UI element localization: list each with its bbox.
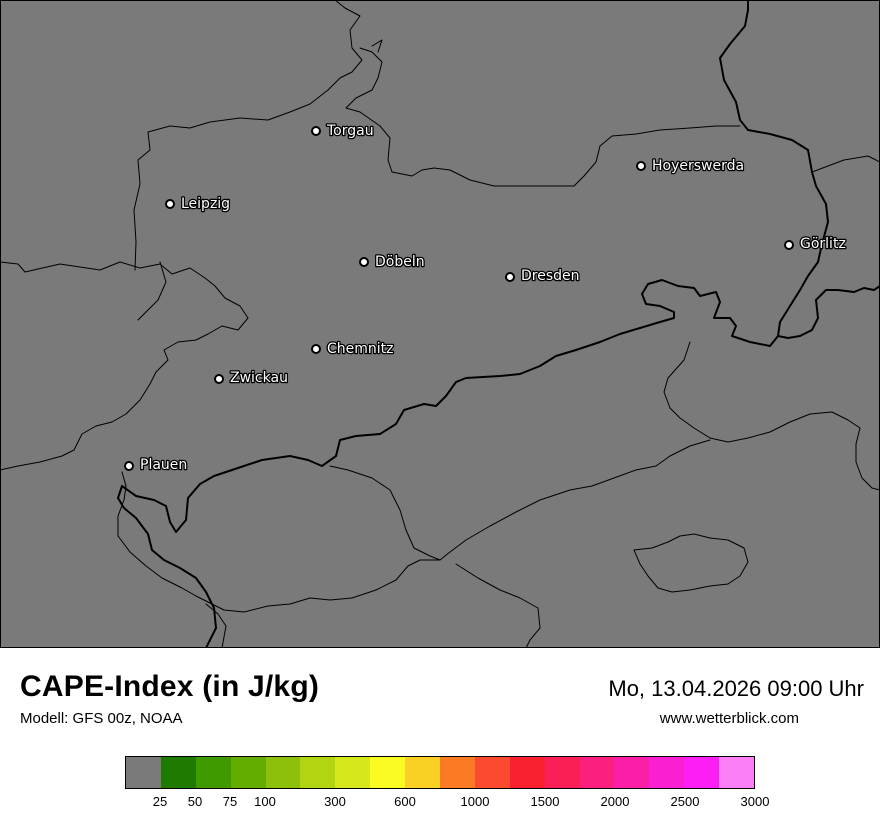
legend-tick: 300 — [324, 794, 346, 809]
legend-tick: 600 — [394, 794, 416, 809]
city-dot — [505, 272, 515, 282]
legend-color-segment — [474, 757, 510, 788]
legend-tick: 2500 — [670, 794, 700, 809]
city-marker[interactable]: Görlitz — [784, 235, 847, 253]
city-label: Chemnitz — [327, 341, 394, 357]
national-border — [121, 0, 829, 533]
city-label: Zwickau — [230, 370, 288, 386]
admin-border — [137, 261, 167, 321]
legend-color-segment — [126, 757, 161, 788]
borders — [0, 0, 880, 648]
legend-color-segment — [649, 757, 685, 788]
color-legend — [125, 756, 755, 789]
admin-border — [133, 0, 363, 271]
legend-tick: 3000 — [740, 794, 770, 809]
admin-border — [205, 603, 227, 648]
city-label: Torgau — [326, 123, 374, 139]
legend-color-segment — [509, 757, 545, 788]
forecast-datetime: Mo, 13.04.2026 09:00 Uhr — [608, 676, 864, 701]
website-link[interactable]: www.wetterblick.com — [659, 710, 799, 727]
legend-color-segment — [684, 757, 720, 788]
city-label: Plauen — [140, 457, 187, 473]
city-label: Leipzig — [181, 196, 230, 212]
admin-border — [663, 341, 880, 491]
map-background — [0, 0, 880, 648]
legend-color-segment — [335, 757, 371, 788]
city-label: Dresden — [521, 268, 580, 284]
admin-border — [811, 155, 880, 173]
map: Torgau Hoyerswerda Leipzig Görlitz Döbel… — [0, 0, 880, 648]
legend-tick: 100 — [254, 794, 276, 809]
map-title: CAPE-Index (in J/kg) — [20, 670, 320, 703]
legend-color-segment — [719, 757, 755, 788]
legend-tick: 1000 — [460, 794, 490, 809]
admin-border — [117, 471, 441, 613]
legend-color-segment — [614, 757, 650, 788]
model-info: Modell: GFS 00z, NOAA — [20, 710, 183, 727]
city-marker[interactable]: Torgau — [311, 122, 375, 140]
city-dot — [165, 199, 175, 209]
legend-color-segment — [544, 757, 580, 788]
city-marker[interactable]: Dresden — [505, 267, 581, 285]
legend-color-segment — [370, 757, 406, 788]
city-dot — [359, 257, 369, 267]
city-marker[interactable]: Chemnitz — [311, 340, 395, 358]
legend-tick: 75 — [222, 794, 238, 809]
admin-border — [633, 533, 749, 593]
admin-border — [345, 47, 741, 187]
admin-border — [329, 439, 711, 561]
city-marker[interactable]: Döbeln — [359, 253, 426, 271]
color-legend-ticks: 25 50 75 100 300 600 1000 1500 2000 2500… — [0, 794, 880, 814]
admin-border — [0, 261, 249, 471]
national-border — [777, 299, 819, 339]
city-dot — [311, 126, 321, 136]
city-dot — [214, 374, 224, 384]
legend-tick: 1500 — [530, 794, 560, 809]
city-dot — [784, 240, 794, 250]
legend-color-segment — [160, 757, 196, 788]
legend-tick: 2000 — [600, 794, 630, 809]
national-border — [117, 485, 217, 648]
city-dot — [636, 161, 646, 171]
city-marker[interactable]: Leipzig — [165, 195, 231, 213]
legend-color-segment — [405, 757, 441, 788]
city-dot — [124, 461, 134, 471]
city-marker[interactable]: Hoyerswerda — [636, 157, 745, 175]
legend-color-segment — [195, 757, 231, 788]
map-footer: CAPE-Index (in J/kg) Modell: GFS 00z, NO… — [0, 648, 880, 830]
city-label: Görlitz — [800, 236, 846, 252]
city-dot — [311, 344, 321, 354]
admin-border — [371, 39, 383, 53]
legend-color-segment — [230, 757, 266, 788]
city-label: Hoyerswerda — [652, 158, 744, 174]
national-border — [815, 285, 880, 301]
admin-border — [455, 563, 541, 648]
city-label: Döbeln — [375, 254, 425, 270]
legend-color-segment — [579, 757, 615, 788]
legend-color-segment — [265, 757, 301, 788]
map-svg: Torgau Hoyerswerda Leipzig Görlitz Döbel… — [0, 0, 880, 648]
legend-tick: 25 — [152, 794, 168, 809]
city-marker[interactable]: Plauen — [124, 456, 189, 474]
city-marker[interactable]: Zwickau — [214, 369, 289, 387]
legend-color-segment — [440, 757, 475, 788]
legend-color-segment — [300, 757, 336, 788]
legend-tick: 50 — [187, 794, 203, 809]
